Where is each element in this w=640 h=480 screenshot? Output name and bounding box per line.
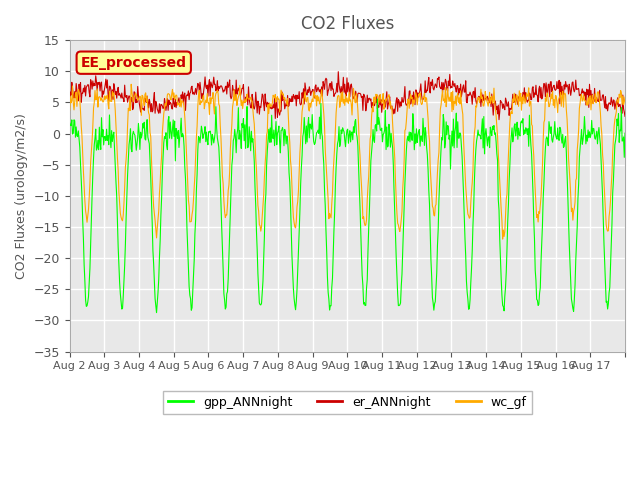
Legend: gpp_ANNnight, er_ANNnight, wc_gf: gpp_ANNnight, er_ANNnight, wc_gf — [163, 391, 532, 414]
Text: EE_processed: EE_processed — [81, 56, 187, 70]
Y-axis label: CO2 Fluxes (urology/m2/s): CO2 Fluxes (urology/m2/s) — [15, 113, 28, 279]
Title: CO2 Fluxes: CO2 Fluxes — [301, 15, 394, 33]
